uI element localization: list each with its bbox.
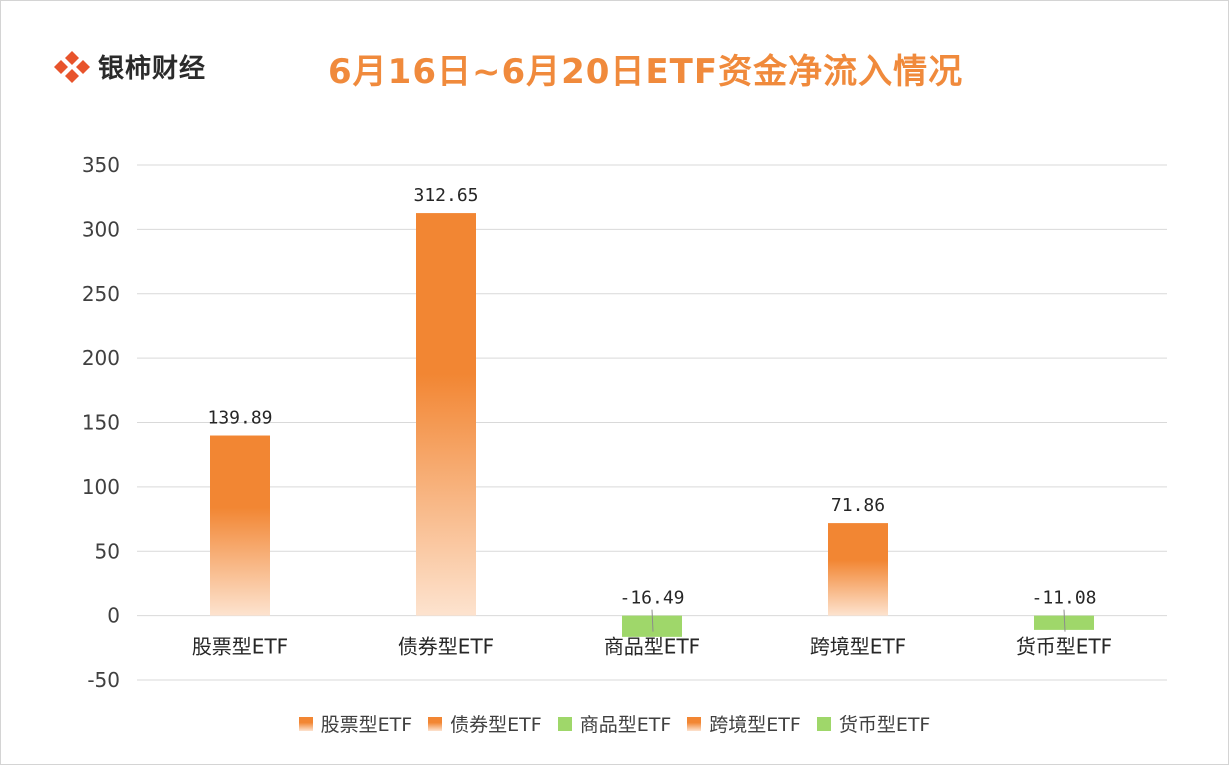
bar	[210, 435, 270, 616]
legend-label: 商品型ETF	[579, 714, 672, 736]
y-tick-label: 200	[82, 346, 120, 370]
label-leader-line	[1063, 609, 1066, 632]
legend-label: 股票型ETF	[320, 714, 413, 736]
chart-title: 6月16日~6月20日ETF资金净流入情况	[328, 52, 964, 92]
y-tick-label: 300	[82, 217, 120, 241]
legend-item: 货币型ETF	[816, 710, 931, 737]
bar	[1034, 615, 1094, 630]
brand-logo-icon	[54, 50, 90, 83]
y-tick-label: -50	[87, 668, 120, 692]
bar	[622, 615, 682, 637]
y-axis-ticks: -50 0 50 100 150 200 250 300 350	[82, 153, 120, 692]
bars	[210, 213, 1094, 637]
data-label: 139.89	[207, 408, 272, 429]
data-label: 312.65	[413, 185, 478, 206]
chart-legend: 股票型ETF 债券型ETF 商品型ETF 跨境型ETF 货币型ETF	[0, 710, 1229, 737]
legend-item: 债券型ETF	[428, 710, 542, 737]
brand-logo: 银柿财经	[52, 48, 206, 85]
gridlines	[137, 164, 1167, 681]
legend-item: 股票型ETF	[298, 710, 413, 737]
legend-swatch	[428, 716, 443, 731]
legend-swatch	[816, 716, 831, 731]
y-tick-label: 150	[82, 411, 120, 435]
data-label: -11.08	[1031, 588, 1096, 609]
legend-item: 商品型ETF	[557, 710, 672, 737]
x-category-label: 债券型ETF	[398, 635, 494, 659]
x-axis-categories: 股票型ETF 债券型ETF 商品型ETF 跨境型ETF 货币型ETF	[192, 635, 1112, 659]
bar	[416, 213, 476, 616]
legend-swatch	[298, 716, 313, 731]
bar	[828, 523, 888, 616]
y-tick-label: 100	[82, 475, 120, 499]
label-leader-line	[651, 609, 654, 632]
legend-label: 债券型ETF	[450, 714, 542, 736]
legend-swatch	[557, 716, 572, 731]
data-label: 71.86	[831, 495, 885, 516]
x-category-label: 商品型ETF	[604, 635, 700, 659]
legend-label: 跨境型ETF	[709, 714, 801, 736]
y-tick-label: 250	[82, 282, 120, 306]
x-category-label: 跨境型ETF	[810, 635, 906, 659]
legend-swatch	[687, 716, 702, 731]
x-category-label: 股票型ETF	[192, 635, 288, 659]
x-category-label: 货币型ETF	[1016, 635, 1112, 659]
y-tick-label: 350	[82, 153, 120, 177]
legend-item: 跨境型ETF	[687, 710, 801, 737]
legend-label: 货币型ETF	[838, 714, 931, 736]
data-labels: 139.89 312.65 -16.49 71.86 -11.08	[207, 185, 1097, 632]
y-tick-label: 0	[107, 604, 120, 628]
brand-name: 银柿财经	[98, 54, 207, 84]
data-label: -16.49	[619, 588, 684, 609]
y-tick-label: 50	[95, 539, 120, 563]
